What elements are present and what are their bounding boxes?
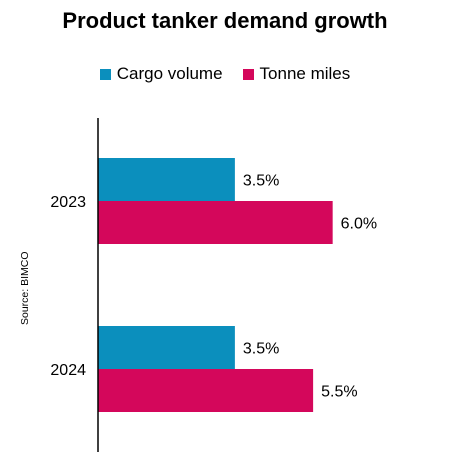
data-label-cargo-volume-2023: 3.5% <box>243 173 279 190</box>
bar-cargo-volume-2023 <box>98 158 235 201</box>
data-label-tonne-miles-2024: 5.5% <box>321 384 357 401</box>
legend: Cargo volume Tonne miles <box>0 64 450 84</box>
category-label-2024: 2024 <box>50 362 86 379</box>
legend-swatch-tonne-miles <box>242 68 254 80</box>
bar-tonne-miles-2024 <box>98 369 314 412</box>
bar-tonne-miles-2023 <box>98 201 333 244</box>
legend-label-cargo-volume: Cargo volume <box>116 64 223 83</box>
data-label-tonne-miles-2023: 6.0% <box>341 216 377 233</box>
category-label-2023: 2023 <box>50 194 86 211</box>
bar-cargo-volume-2024 <box>98 326 235 369</box>
legend-item-tonne-miles: Tonne miles <box>242 64 351 84</box>
legend-item-cargo-volume: Cargo volume <box>99 64 223 84</box>
data-label-cargo-volume-2024: 3.5% <box>243 341 279 358</box>
chart-title: Product tanker demand growth <box>62 8 388 33</box>
legend-swatch-cargo-volume <box>99 68 111 80</box>
legend-label-tonne-miles: Tonne miles <box>259 64 351 83</box>
